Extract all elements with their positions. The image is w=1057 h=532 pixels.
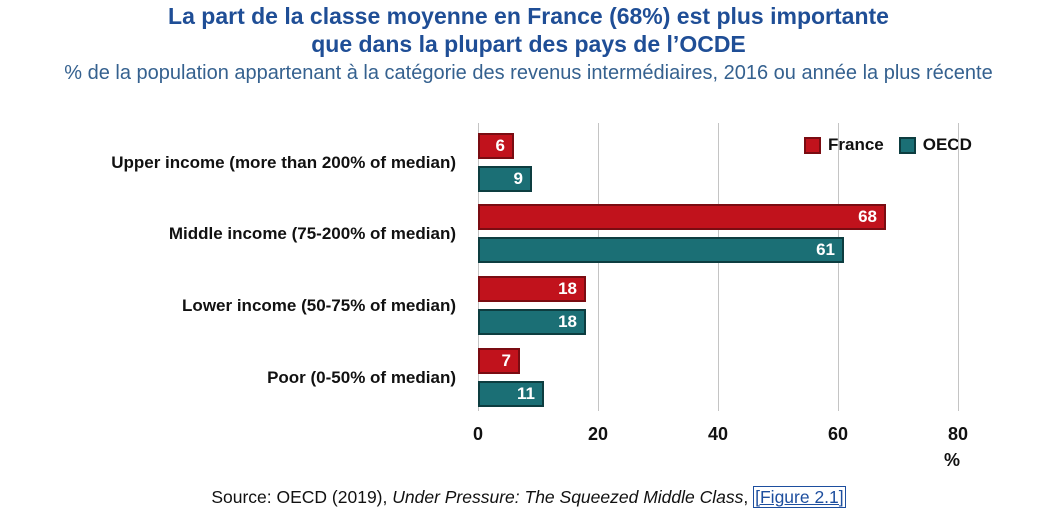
x-tick-label-0: 0 xyxy=(472,424,483,444)
x-tick-label-40: 40 xyxy=(707,424,729,444)
title-line-2: que dans la plupart des pays de l’OCDE xyxy=(311,31,746,57)
source-prefix: Source: OECD (2019), xyxy=(211,487,393,507)
bar-oecd-3: 11 xyxy=(478,381,544,407)
title-line-1: La part de la classe moyenne en France (… xyxy=(168,3,889,29)
category-label-0: Upper income (more than 200% of median) xyxy=(111,152,456,172)
gridline-0 xyxy=(478,123,479,411)
category-label-3: Poor (0-50% of median) xyxy=(267,367,456,387)
gridline-80 xyxy=(958,123,959,411)
legend-label-oecd: OECD xyxy=(922,135,972,154)
legend-label-france: France xyxy=(828,135,884,154)
source-line: Source: OECD (2019), Under Pressure: The… xyxy=(0,486,1057,508)
source-book-title: Under Pressure: The Squeezed Middle Clas… xyxy=(392,487,744,507)
chart-subtitle: % de la population appartenant à la caté… xyxy=(64,62,993,84)
bar-france-3: 7 xyxy=(478,348,520,374)
category-label-1: Middle income (75-200% of median) xyxy=(168,223,456,243)
bar-france-0: 6 xyxy=(478,133,514,159)
legend-swatch-oecd-icon xyxy=(898,136,916,154)
x-tick-label-60: 60 xyxy=(827,424,849,444)
page-title: La part de la classe moyenne en France (… xyxy=(0,2,1057,58)
value-label-oecd-0: 9 xyxy=(513,169,523,188)
value-label-france-0: 6 xyxy=(495,136,505,155)
source-separator: , xyxy=(743,487,754,507)
bar-oecd-0: 9 xyxy=(478,166,532,192)
bar-oecd-1: 61 xyxy=(478,237,844,263)
value-label-oecd-3: 11 xyxy=(517,384,535,403)
value-label-france-2: 18 xyxy=(558,279,577,298)
bar-france-2: 18 xyxy=(478,276,586,302)
category-label-2: Lower income (50-75% of median) xyxy=(182,295,456,315)
x-tick-label-80: 80 xyxy=(947,424,969,444)
gridline-20 xyxy=(598,123,599,411)
x-tick-label-20: 20 xyxy=(587,424,609,444)
gridline-40 xyxy=(718,123,719,411)
figure-link[interactable]: [Figure 2.1] xyxy=(753,486,846,508)
value-label-oecd-2: 18 xyxy=(558,312,577,331)
axis-unit-label: % xyxy=(943,450,960,470)
value-label-france-3: 7 xyxy=(501,351,511,370)
bar-oecd-2: 18 xyxy=(478,309,586,335)
value-label-oecd-1: 61 xyxy=(816,240,835,259)
gridline-60 xyxy=(838,123,839,411)
legend-swatch-france-icon xyxy=(804,136,821,154)
legend: France OECD xyxy=(804,135,980,155)
value-label-france-1: 68 xyxy=(858,207,877,226)
bar-france-1: 68 xyxy=(478,204,886,230)
